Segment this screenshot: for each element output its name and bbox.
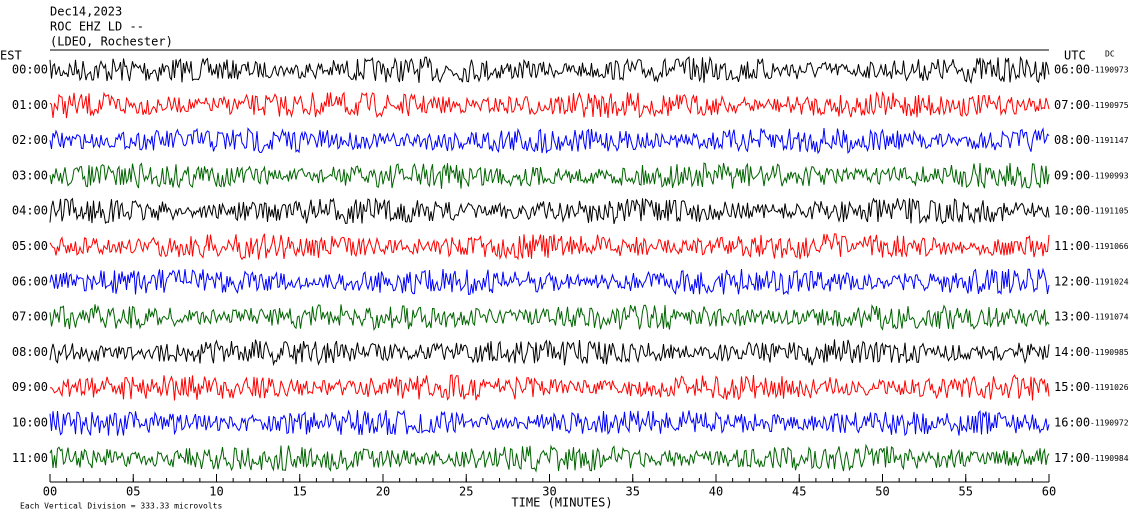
trace (50, 374, 1050, 401)
trace (49, 197, 1050, 225)
left-zone: EST (0, 49, 22, 63)
est-label: 09:00 (12, 380, 48, 394)
est-label: 04:00 (12, 204, 48, 218)
x-tick-label: 05 (126, 485, 140, 499)
x-tick-label: 50 (875, 485, 889, 499)
utc-label: 08:00 (1054, 133, 1090, 147)
est-label: 05:00 (12, 239, 48, 253)
dc-value: -1191024 (1090, 277, 1129, 286)
est-label: 03:00 (12, 168, 48, 182)
trace (49, 339, 1050, 367)
utc-label: 06:00 (1054, 63, 1090, 77)
utc-label: 15:00 (1054, 380, 1090, 394)
network: (LDEO, Rochester) (50, 35, 173, 49)
trace (49, 55, 1050, 85)
utc-label: 07:00 (1054, 98, 1090, 112)
x-label: TIME (MINUTES) (511, 496, 612, 510)
date: Dec14,2023 (50, 5, 122, 19)
x-tick-label: 25 (459, 485, 473, 499)
est-label: 02:00 (12, 133, 48, 147)
trace (49, 267, 1050, 296)
est-label: 06:00 (12, 274, 48, 288)
utc-label: 16:00 (1054, 416, 1090, 430)
trace (49, 304, 1050, 332)
dc-value: -1190985 (1090, 348, 1129, 357)
trace (49, 409, 1050, 437)
x-tick-label: 15 (293, 485, 307, 499)
est-label: 07:00 (12, 310, 48, 324)
x-tick-label: 35 (626, 485, 640, 499)
utc-label: 10:00 (1054, 204, 1090, 218)
utc-label: 11:00 (1054, 239, 1090, 253)
trace (49, 127, 1050, 155)
dc-value: -1191147 (1090, 136, 1129, 145)
est-label: 00:00 (12, 63, 48, 77)
trace (49, 443, 1050, 473)
dc-value: -1190975 (1090, 101, 1129, 110)
x-tick-label: 30 (542, 485, 556, 499)
dc-value: -1190972 (1090, 419, 1129, 428)
dc-header: DC (1105, 50, 1115, 59)
trace (49, 162, 1050, 189)
est-label: 11:00 (12, 451, 48, 465)
x-tick-label: 20 (376, 485, 390, 499)
trace (49, 233, 1050, 261)
x-tick-label: 40 (709, 485, 723, 499)
trace (49, 90, 1050, 119)
utc-label: 14:00 (1054, 345, 1090, 359)
utc-label: 12:00 (1054, 274, 1090, 288)
utc-label: 09:00 (1054, 168, 1090, 182)
x-tick-label: 10 (209, 485, 223, 499)
station: ROC EHZ LD -- (50, 20, 144, 34)
x-tick-label: 45 (792, 485, 806, 499)
x-tick-label: 60 (1042, 485, 1056, 499)
right-zone: UTC (1064, 49, 1086, 63)
dc-value: -1191026 (1090, 383, 1129, 392)
utc-label: 13:00 (1054, 310, 1090, 324)
dc-value: -1191066 (1090, 242, 1129, 251)
x-tick-label: 00 (43, 485, 57, 499)
dc-value: -1191105 (1090, 207, 1129, 216)
x-tick-label: 55 (959, 485, 973, 499)
dc-value: -1191074 (1090, 313, 1129, 322)
dc-value: -1190993 (1090, 171, 1129, 180)
footer: Each Vertical Division = 333.33 microvol… (20, 502, 222, 511)
utc-label: 17:00 (1054, 451, 1090, 465)
est-label: 08:00 (12, 345, 48, 359)
est-label: 10:00 (12, 416, 48, 430)
est-label: 01:00 (12, 98, 48, 112)
dc-value: -1190984 (1090, 454, 1129, 463)
dc-value: -1190973 (1090, 66, 1129, 75)
